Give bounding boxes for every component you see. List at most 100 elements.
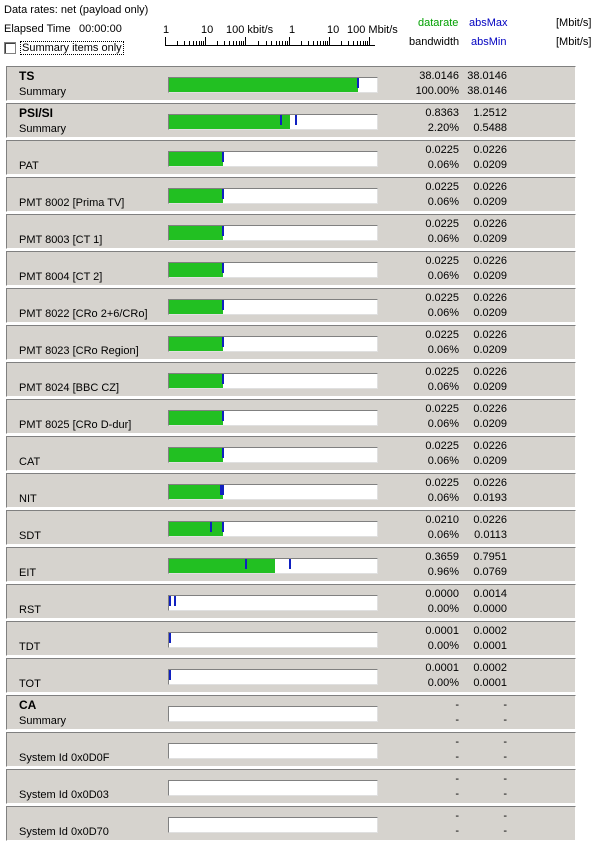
absmin-value: 0.0209: [473, 381, 507, 393]
row-title: TS: [19, 69, 35, 83]
rate-bar-fill: [169, 485, 223, 499]
datarate-value: 0.0001: [425, 662, 459, 674]
scale-label-10: 10: [201, 24, 214, 36]
scale-minor-tick: [236, 41, 237, 45]
table-row[interactable]: PMT 8022 [CRo 2+6/CRo] 0.0225 0.06% 0.0226 0…: [6, 288, 576, 323]
table-row[interactable]: PAT 0.0225 0.06% 0.0226 0.0209: [6, 140, 576, 175]
rate-marker: [169, 633, 171, 643]
row-label: EIT: [19, 567, 37, 579]
table-row[interactable]: CA Summary - - - -: [6, 695, 576, 730]
scale-minor-tick: [325, 41, 326, 45]
absmin-value: 38.0146: [467, 85, 507, 97]
row-label: SDT: [19, 530, 41, 542]
table-row[interactable]: SDT 0.0210 0.06% 0.0226 0.0113: [6, 510, 576, 545]
scale-minor-tick: [360, 41, 361, 45]
datarate-value: 0.0000: [425, 588, 459, 600]
scale-minor-tick: [323, 41, 324, 45]
absmax-column-label: absMax: [469, 17, 508, 29]
table-row[interactable]: System Id 0x0D0F - - - -: [6, 732, 576, 767]
rate-marker: [289, 559, 291, 569]
row-label: TDT: [19, 641, 41, 653]
rate-marker: [222, 448, 224, 458]
scale-label-100-mbit: 100 Mbit/s: [347, 24, 398, 36]
table-row[interactable]: RST 0.0000 0.00% 0.0014 0.0000: [6, 584, 576, 619]
absmin-value: 0.0209: [473, 196, 507, 208]
rate-bar: [168, 706, 378, 722]
table-row[interactable]: TOT 0.0001 0.00% 0.0002 0.0001: [6, 658, 576, 693]
rate-marker: [222, 485, 224, 495]
datarate-column-label: datarate: [418, 17, 459, 29]
table-row[interactable]: PMT 8004 [CT 2] 0.0225 0.06% 0.0226 0.0209: [6, 251, 576, 286]
rate-bar-fill: [169, 189, 223, 203]
absmin-value: 0.0001: [473, 640, 507, 652]
table-row[interactable]: PMT 8023 [CRo Region] 0.0225 0.06% 0.0226 0.…: [6, 325, 576, 360]
absmax-value: 0.0226: [473, 366, 507, 378]
rate-marker: [222, 152, 224, 162]
summary-items-only-checkbox[interactable]: [4, 42, 16, 54]
absmin-value: 0.0209: [473, 344, 507, 356]
table-row[interactable]: System Id 0x0D70 - - - -: [6, 806, 576, 841]
scale-minor-tick: [367, 41, 368, 45]
row-label: PMT 8004 [CT 2]: [19, 271, 103, 283]
scale-minor-tick: [271, 41, 272, 45]
datarate-value: -: [455, 699, 459, 711]
scale-minor-tick: [189, 41, 190, 45]
scale-minor-tick: [317, 41, 318, 45]
row-label: PMT 8003 [CT 1]: [19, 234, 103, 246]
table-row[interactable]: NIT 0.0225 0.06% 0.0226 0.0193: [6, 473, 576, 508]
bandwidth-value: 100.00%: [415, 85, 459, 97]
rate-bar: [168, 558, 378, 574]
rate-bar: [168, 521, 378, 537]
scale-minor-tick: [357, 41, 358, 45]
rate-marker: [245, 559, 247, 569]
scrollbar-track[interactable]: [588, 62, 597, 841]
rate-bar-fill: [169, 300, 223, 314]
table-row[interactable]: PMT 8002 [Prima TV] 0.0225 0.06% 0.0226 0.02…: [6, 177, 576, 212]
rate-bar-fill: [169, 115, 290, 129]
scale-minor-tick: [239, 41, 240, 45]
rate-marker: [222, 522, 224, 532]
datarate-value: 0.8363: [425, 107, 459, 119]
scale-minor-tick: [266, 41, 267, 45]
table-row[interactable]: EIT 0.3659 0.96% 0.7951 0.0769: [6, 547, 576, 582]
absmax-value: 1.2512: [473, 107, 507, 119]
table-row[interactable]: PMT 8003 [CT 1] 0.0225 0.06% 0.0226 0.0209: [6, 214, 576, 249]
table-row[interactable]: System Id 0x0D03 - - - -: [6, 769, 576, 804]
summary-items-only-label[interactable]: Summary items only: [20, 41, 124, 55]
absmin-value: 0.0769: [473, 566, 507, 578]
table-row[interactable]: PMT 8025 [CRo D-dur] 0.0225 0.06% 0.0226 0.0…: [6, 399, 576, 434]
rate-bar-fill: [169, 263, 223, 277]
table-row[interactable]: CAT 0.0225 0.06% 0.0226 0.0209: [6, 436, 576, 471]
absmin-value: 0.0209: [473, 159, 507, 171]
table-row[interactable]: TS Summary 38.0146 100.00% 38.0146 38.0146: [6, 66, 576, 101]
bandwidth-value: 0.00%: [427, 603, 459, 615]
scale-major-tick: [329, 37, 330, 45]
row-label: Summary: [19, 86, 67, 98]
datarate-value: 0.0225: [425, 218, 459, 230]
rate-marker: [222, 337, 224, 347]
rate-bar: [168, 447, 378, 463]
rate-marker: [280, 115, 282, 125]
rate-bar: [168, 188, 378, 204]
datarate-value: 0.0225: [425, 329, 459, 341]
absmax-value: -: [503, 699, 507, 711]
rate-bar-fill: [169, 448, 223, 462]
scale-major-tick: [369, 37, 370, 45]
table-row[interactable]: PMT 8024 [BBC CZ] 0.0225 0.06% 0.0226 0.0209: [6, 362, 576, 397]
absmin-value: 0.0209: [473, 307, 507, 319]
scale-minor-tick: [177, 41, 178, 45]
rate-bar-fill: [169, 374, 223, 388]
unit-label-top: [Mbit/s]: [556, 17, 592, 29]
datarate-value: -: [455, 736, 459, 748]
datarate-value: 0.0225: [425, 144, 459, 156]
scale-label-1: 1: [163, 24, 170, 36]
rate-marker: [295, 115, 297, 125]
absmax-value: 0.0226: [473, 329, 507, 341]
datarate-value: -: [455, 810, 459, 822]
row-label: RST: [19, 604, 41, 616]
absmax-value: -: [503, 810, 507, 822]
table-row[interactable]: PSI/SI Summary 0.8363 2.20% 1.2512 0.5488: [6, 103, 576, 138]
table-row[interactable]: TDT 0.0001 0.00% 0.0002 0.0001: [6, 621, 576, 656]
rate-marker: [357, 78, 359, 88]
datarate-value: 0.0225: [425, 366, 459, 378]
